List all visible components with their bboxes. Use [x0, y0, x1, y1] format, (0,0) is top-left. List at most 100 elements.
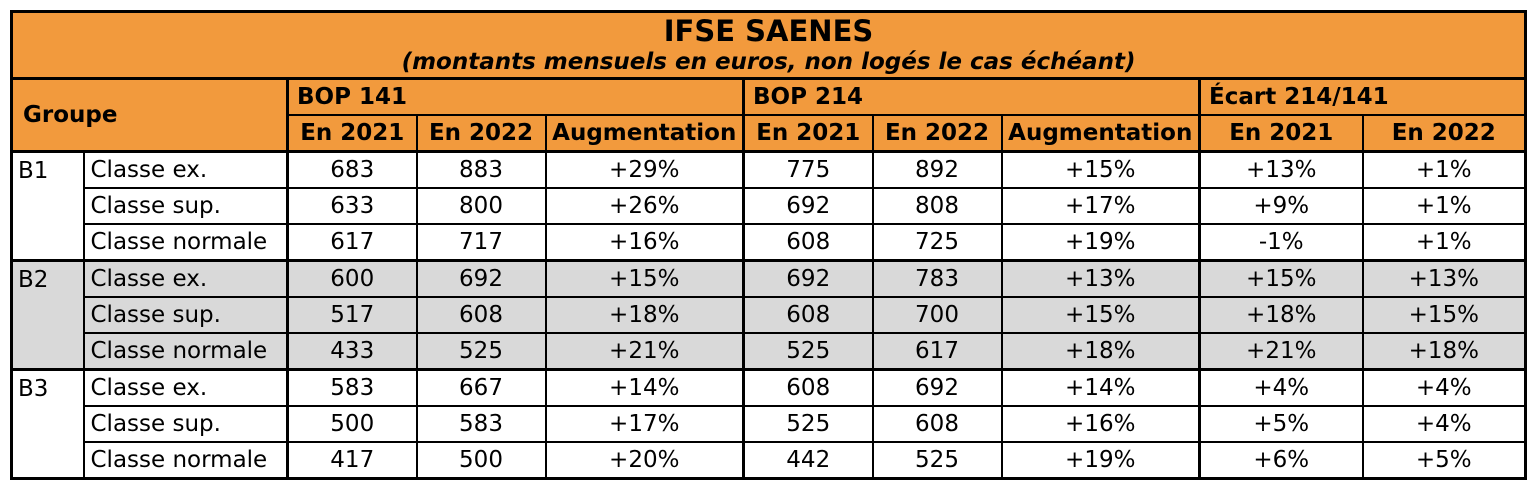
cell-bop141-2022: 667 [416, 369, 547, 407]
cell-bop214-2021: 608 [743, 369, 874, 407]
table-row: Classe normale 617 717 +16% 608 725 +19% -1% +1% [10, 224, 1528, 262]
cell-bop214-2021: 692 [743, 188, 874, 225]
subheader-bop141-augmentation: Augmentation [545, 115, 745, 153]
group-label [10, 188, 85, 224]
cell-bop141-2022: 883 [416, 151, 547, 189]
table-title: IFSE SAENES [663, 13, 874, 48]
cell-bop214-augmentation: +13% [1001, 260, 1201, 298]
cell-bop141-augmentation: +14% [545, 369, 745, 407]
cell-bop141-augmentation: +15% [545, 260, 745, 298]
header-ecart: Écart 214/141 [1199, 78, 1528, 116]
cell-bop141-augmentation: +20% [545, 442, 745, 480]
header-groupe: Groupe [10, 78, 289, 153]
subheader-ecart-2021: En 2021 [1199, 115, 1364, 153]
group-label [10, 297, 85, 333]
cell-bop214-2022: 808 [872, 188, 1003, 225]
cell-bop214-2021: 525 [743, 333, 874, 371]
cell-bop141-augmentation: +26% [545, 188, 745, 225]
cell-bop141-2022: 800 [416, 188, 547, 225]
table-title-cell: IFSE SAENES (montants mensuels en euros,… [9, 10, 1528, 80]
cell-ecart-2021: +21% [1199, 333, 1364, 371]
cell-bop214-2021: 442 [743, 442, 874, 480]
cell-ecart-2022: +13% [1362, 260, 1528, 298]
cell-bop214-augmentation: +19% [1001, 224, 1201, 262]
header-bop214: BOP 214 [743, 78, 1201, 116]
cell-ecart-2021: +13% [1199, 151, 1364, 189]
classe-label: Classe ex. [83, 151, 289, 189]
cell-bop214-augmentation: +19% [1001, 442, 1201, 480]
cell-bop214-2022: 783 [872, 260, 1003, 298]
table-row: Classe sup. 500 583 +17% 525 608 +16% +5% +4% [10, 406, 1528, 443]
table-row: B3 Classe ex. 583 667 +14% 608 692 +14% +4% +4% [10, 369, 1528, 407]
cell-ecart-2021: +4% [1199, 369, 1364, 407]
classe-label: Classe ex. [83, 260, 289, 298]
cell-ecart-2022: +1% [1362, 224, 1528, 262]
cell-bop141-2021: 600 [287, 260, 418, 298]
ifse-table-container: IFSE SAENES (montants mensuels en euros,… [9, 10, 1528, 480]
cell-bop214-2022: 692 [872, 369, 1003, 407]
cell-bop214-2022: 617 [872, 333, 1003, 371]
cell-bop141-augmentation: +18% [545, 297, 745, 334]
table-row: Classe sup. 517 608 +18% 608 700 +15% +18% +15% [10, 297, 1528, 334]
cell-bop141-2021: 583 [287, 369, 418, 407]
table-row: Classe normale 433 525 +21% 525 617 +18% +21% +1… [10, 333, 1528, 371]
classe-label: Classe normale [83, 333, 289, 371]
cell-ecart-2022: +1% [1362, 151, 1528, 189]
group-label [10, 224, 85, 262]
subheader-bop214-augmentation: Augmentation [1001, 115, 1201, 153]
cell-ecart-2022: +1% [1362, 188, 1528, 225]
cell-bop141-2022: 525 [416, 333, 547, 371]
cell-ecart-2022: +4% [1362, 369, 1528, 407]
cell-ecart-2022: +15% [1362, 297, 1528, 334]
cell-bop214-2022: 700 [872, 297, 1003, 334]
classe-label: Classe normale [83, 442, 289, 480]
cell-bop214-2022: 608 [872, 406, 1003, 443]
classe-label: Classe sup. [83, 406, 289, 443]
cell-bop141-2021: 433 [287, 333, 418, 371]
subheader-bop214-2022: En 2022 [872, 115, 1003, 153]
group-label [10, 442, 85, 480]
subheader-bop214-2021: En 2021 [743, 115, 874, 153]
cell-bop214-2021: 608 [743, 224, 874, 262]
subheader-bop141-2021: En 2021 [287, 115, 418, 153]
cell-bop141-augmentation: +16% [545, 224, 745, 262]
cell-bop141-2021: 683 [287, 151, 418, 189]
classe-label: Classe sup. [83, 188, 289, 225]
cell-ecart-2021: +6% [1199, 442, 1364, 480]
table-subtitle: (montants mensuels en euros, non logés l… [401, 48, 1136, 75]
cell-ecart-2021: +9% [1199, 188, 1364, 225]
classe-label: Classe normale [83, 224, 289, 262]
header-bop141: BOP 141 [287, 78, 745, 116]
table-row: B2 Classe ex. 600 692 +15% 692 783 +13% +15% +13% [10, 260, 1528, 298]
classe-label: Classe ex. [83, 369, 289, 407]
cell-ecart-2022: +5% [1362, 442, 1528, 480]
cell-bop141-2021: 633 [287, 188, 418, 225]
cell-bop141-2022: 608 [416, 297, 547, 334]
group-label [10, 406, 85, 442]
group-label: B1 [10, 151, 85, 188]
cell-ecart-2021: -1% [1199, 224, 1364, 262]
subheader-ecart-2022: En 2022 [1362, 115, 1528, 153]
table-row: Classe normale 417 500 +20% 442 525 +19% +6% +5% [10, 442, 1528, 480]
cell-bop214-2022: 525 [872, 442, 1003, 480]
cell-bop214-2021: 692 [743, 260, 874, 298]
cell-bop141-2021: 500 [287, 406, 418, 443]
cell-bop141-2022: 583 [416, 406, 547, 443]
cell-bop214-2021: 775 [743, 151, 874, 189]
cell-bop214-augmentation: +18% [1001, 333, 1201, 371]
cell-bop141-2022: 500 [416, 442, 547, 480]
cell-bop214-augmentation: +15% [1001, 151, 1201, 189]
cell-bop214-augmentation: +15% [1001, 297, 1201, 334]
group-label: B3 [10, 369, 85, 406]
cell-bop214-2021: 525 [743, 406, 874, 443]
table-body: B1 Classe ex. 683 883 +29% 775 892 +15% +13% +1% C… [10, 151, 1528, 480]
cell-bop214-2022: 725 [872, 224, 1003, 262]
cell-bop141-augmentation: +21% [545, 333, 745, 371]
cell-ecart-2021: +18% [1199, 297, 1364, 334]
table-row: B1 Classe ex. 683 883 +29% 775 892 +15% +13% +1% [10, 151, 1528, 189]
cell-bop141-2021: 517 [287, 297, 418, 334]
cell-bop214-2022: 892 [872, 151, 1003, 189]
subheader-bop141-2022: En 2022 [416, 115, 547, 153]
cell-bop214-2021: 608 [743, 297, 874, 334]
classe-label: Classe sup. [83, 297, 289, 334]
